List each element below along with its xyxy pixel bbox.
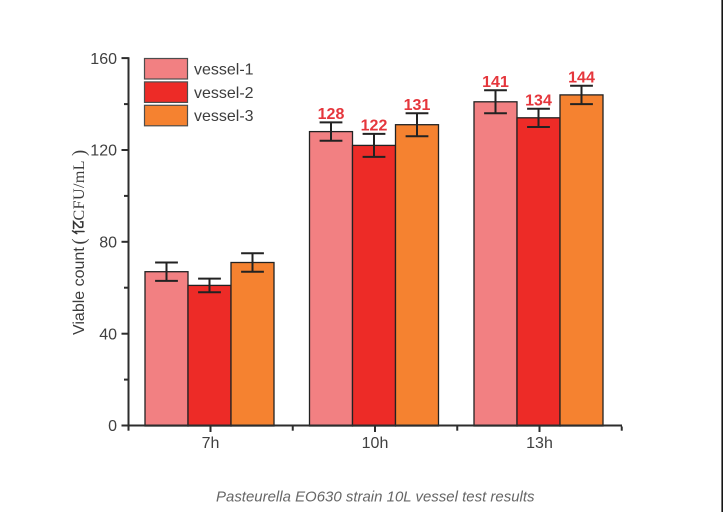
svg-text:131: 131: [404, 97, 431, 114]
svg-text:): ): [70, 150, 90, 156]
svg-text:134: 134: [525, 93, 552, 110]
svg-text:13h: 13h: [526, 435, 553, 452]
svg-text:vessel-1: vessel-1: [194, 62, 254, 79]
svg-text:Pasteurella EO630 strain 10L v: Pasteurella EO630 strain 10L vessel test…: [216, 489, 535, 506]
svg-text:40: 40: [99, 326, 117, 343]
svg-text:vessel-3: vessel-3: [194, 108, 254, 125]
svg-text:141: 141: [482, 74, 509, 91]
svg-text:120: 120: [90, 143, 117, 160]
svg-text:CFU/mL: CFU/mL: [71, 160, 88, 221]
svg-text:0: 0: [108, 418, 117, 435]
svg-text:Viable count: Viable count: [71, 247, 88, 335]
svg-text:10h: 10h: [362, 435, 389, 452]
svg-text:160: 160: [90, 51, 117, 68]
svg-text:(: (: [70, 238, 90, 244]
svg-text:vessel-2: vessel-2: [194, 85, 254, 102]
svg-text:144: 144: [568, 70, 595, 87]
svg-text:128: 128: [318, 106, 345, 123]
svg-text:7h: 7h: [202, 435, 220, 452]
svg-text:122: 122: [361, 118, 388, 135]
svg-text:80: 80: [99, 235, 117, 252]
